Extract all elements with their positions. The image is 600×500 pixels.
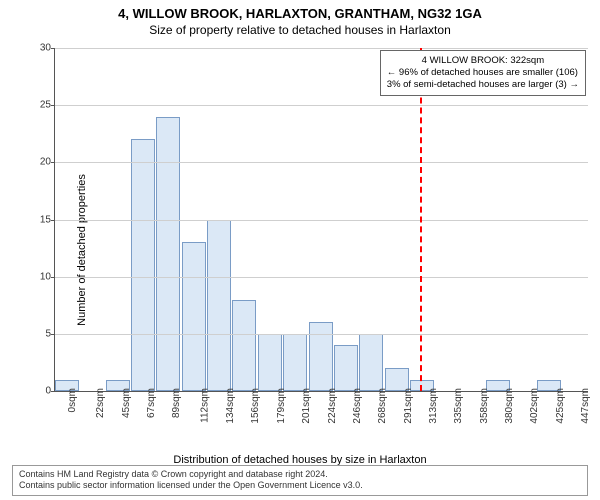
histogram-bar xyxy=(131,139,155,391)
y-tick-label: 15 xyxy=(21,214,51,225)
title-subtitle: Size of property relative to detached ho… xyxy=(0,21,600,37)
y-tick-label: 30 xyxy=(21,43,51,54)
y-tick-mark xyxy=(51,105,55,106)
x-tick-label: 291sqm xyxy=(403,388,414,424)
histogram-bar xyxy=(207,220,231,392)
y-tick-label: 5 xyxy=(21,328,51,339)
x-tick-label: 335sqm xyxy=(453,388,464,424)
x-tick-label: 313sqm xyxy=(428,388,439,424)
annotation-line: ← 96% of detached houses are smaller (10… xyxy=(387,67,579,79)
histogram-bar xyxy=(359,334,383,391)
x-tick-label: 67sqm xyxy=(146,388,157,418)
gridline xyxy=(55,334,588,335)
y-tick-mark xyxy=(51,162,55,163)
x-tick-label: 447sqm xyxy=(580,388,591,424)
histogram-bar xyxy=(258,334,282,391)
annotation-box: 4 WILLOW BROOK: 322sqm← 96% of detached … xyxy=(380,50,586,96)
gridline xyxy=(55,220,588,221)
histogram-bar xyxy=(232,300,256,391)
annotation-line: 3% of semi-detached houses are larger (3… xyxy=(387,79,579,91)
x-tick-label: 89sqm xyxy=(171,388,182,418)
gridline xyxy=(55,105,588,106)
x-tick-label: 402sqm xyxy=(529,388,540,424)
gridline xyxy=(55,162,588,163)
gridline xyxy=(55,277,588,278)
footer-line-1: Contains HM Land Registry data © Crown c… xyxy=(19,469,581,481)
y-tick-mark xyxy=(51,220,55,221)
y-tick-mark xyxy=(51,277,55,278)
x-tick-label: 134sqm xyxy=(225,388,236,424)
y-tick-label: 10 xyxy=(21,271,51,282)
attribution-footer: Contains HM Land Registry data © Crown c… xyxy=(12,465,588,496)
reference-line xyxy=(420,48,422,391)
x-tick-label: 246sqm xyxy=(352,388,363,424)
gridline xyxy=(55,48,588,49)
x-tick-label: 380sqm xyxy=(504,388,515,424)
figure-container: 4, WILLOW BROOK, HARLAXTON, GRANTHAM, NG… xyxy=(0,0,600,500)
title-address: 4, WILLOW BROOK, HARLAXTON, GRANTHAM, NG… xyxy=(0,0,600,21)
y-tick-mark xyxy=(51,391,55,392)
x-tick-label: 201sqm xyxy=(301,388,312,424)
x-tick-label: 156sqm xyxy=(250,388,261,424)
y-tick-label: 0 xyxy=(21,386,51,397)
x-tick-label: 268sqm xyxy=(377,388,388,424)
x-tick-label: 179sqm xyxy=(276,388,287,424)
histogram-bar xyxy=(334,345,358,391)
histogram-bar xyxy=(182,242,206,391)
x-tick-label: 0sqm xyxy=(67,388,78,412)
y-tick-label: 20 xyxy=(21,157,51,168)
y-tick-mark xyxy=(51,334,55,335)
annotation-line: 4 WILLOW BROOK: 322sqm xyxy=(387,55,579,67)
histogram-bar xyxy=(156,117,180,391)
y-tick-mark xyxy=(51,48,55,49)
x-tick-label: 112sqm xyxy=(199,388,210,423)
footer-line-2: Contains public sector information licen… xyxy=(19,480,581,492)
x-tick-label: 224sqm xyxy=(327,388,338,424)
histogram-bar xyxy=(309,322,333,391)
y-tick-label: 25 xyxy=(21,100,51,111)
x-tick-label: 425sqm xyxy=(555,388,566,424)
x-tick-label: 22sqm xyxy=(95,388,106,418)
x-tick-label: 358sqm xyxy=(479,388,490,424)
x-tick-label: 45sqm xyxy=(121,388,132,418)
histogram-chart: 0510152025300sqm22sqm45sqm67sqm89sqm112s… xyxy=(54,48,588,392)
histogram-bar xyxy=(283,334,307,391)
